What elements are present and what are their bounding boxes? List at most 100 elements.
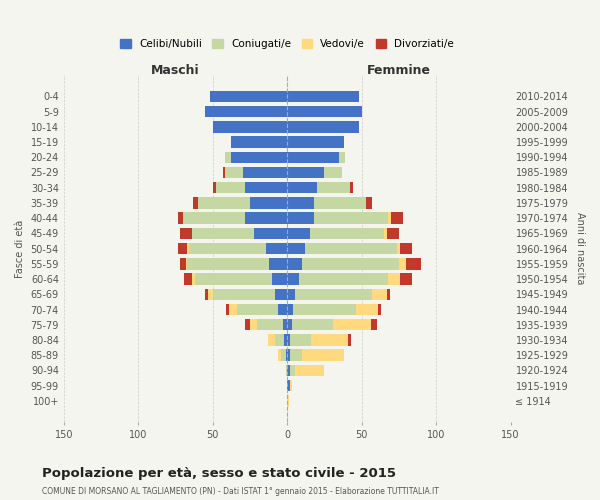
Bar — [186, 258, 187, 270]
Bar — [254, 228, 287, 239]
Bar — [224, 167, 242, 178]
Bar — [250, 197, 287, 208]
Bar — [290, 350, 302, 361]
Bar — [290, 334, 311, 345]
Bar — [250, 319, 257, 330]
Bar — [287, 319, 292, 330]
Bar — [399, 258, 406, 270]
Bar — [180, 258, 186, 270]
Bar — [229, 304, 236, 315]
Bar — [287, 364, 290, 376]
Bar — [281, 350, 286, 361]
Bar — [213, 121, 287, 132]
Bar — [283, 319, 287, 330]
Bar — [287, 182, 317, 194]
Bar — [397, 243, 400, 254]
Bar — [287, 274, 299, 285]
Bar — [287, 121, 359, 132]
Bar — [287, 212, 314, 224]
Text: Femmine: Femmine — [367, 64, 431, 76]
Bar — [245, 212, 287, 224]
Bar — [350, 182, 353, 194]
Bar — [287, 350, 290, 361]
Bar — [183, 212, 245, 224]
Bar — [198, 197, 250, 208]
Bar — [287, 167, 325, 178]
Bar — [287, 106, 362, 118]
Y-axis label: Fasce di età: Fasce di età — [15, 220, 25, 278]
Bar — [195, 274, 272, 285]
Bar — [192, 274, 195, 285]
Bar — [292, 319, 334, 330]
Bar — [287, 258, 302, 270]
Legend: Celibi/Nubili, Coniugati/e, Vedovi/e, Divorziati/e: Celibi/Nubili, Coniugati/e, Vedovi/e, Di… — [116, 35, 458, 54]
Bar — [275, 334, 284, 345]
Bar — [287, 243, 305, 254]
Bar — [189, 243, 266, 254]
Bar — [205, 106, 287, 118]
Bar — [242, 167, 287, 178]
Bar — [192, 228, 254, 239]
Bar — [290, 364, 295, 376]
Bar — [290, 380, 292, 392]
Text: COMUNE DI MORSANO AL TAGLIAMENTO (PN) - Dati ISTAT 1° gennaio 2015 - Elaborazion: COMUNE DI MORSANO AL TAGLIAMENTO (PN) - … — [42, 488, 439, 496]
Bar — [287, 395, 289, 406]
Bar — [224, 152, 230, 163]
Bar — [278, 304, 287, 315]
Bar — [302, 350, 344, 361]
Bar — [208, 288, 213, 300]
Bar — [400, 274, 412, 285]
Bar — [334, 319, 371, 330]
Bar — [187, 258, 269, 270]
Bar — [268, 334, 275, 345]
Y-axis label: Anni di nascita: Anni di nascita — [575, 212, 585, 285]
Bar — [325, 167, 343, 178]
Bar — [245, 182, 287, 194]
Bar — [180, 228, 192, 239]
Bar — [302, 258, 399, 270]
Bar — [314, 197, 366, 208]
Bar — [275, 288, 287, 300]
Bar — [286, 350, 287, 361]
Bar — [348, 334, 351, 345]
Bar — [269, 258, 287, 270]
Bar — [287, 152, 340, 163]
Bar — [299, 274, 388, 285]
Bar — [287, 90, 359, 102]
Bar — [272, 274, 287, 285]
Bar — [340, 152, 345, 163]
Bar — [366, 197, 372, 208]
Bar — [286, 364, 287, 376]
Bar — [284, 334, 287, 345]
Bar — [371, 319, 377, 330]
Bar — [266, 243, 287, 254]
Bar — [388, 274, 400, 285]
Bar — [205, 288, 208, 300]
Bar — [314, 212, 388, 224]
Bar — [178, 212, 183, 224]
Bar — [310, 228, 384, 239]
Bar — [193, 197, 198, 208]
Bar — [295, 364, 325, 376]
Bar — [388, 212, 391, 224]
Bar — [387, 288, 390, 300]
Bar — [278, 350, 281, 361]
Bar — [287, 228, 310, 239]
Bar — [356, 304, 378, 315]
Bar — [378, 304, 381, 315]
Bar — [245, 319, 250, 330]
Bar — [287, 197, 314, 208]
Bar — [287, 380, 290, 392]
Bar — [178, 243, 187, 254]
Bar — [236, 304, 278, 315]
Bar — [287, 288, 295, 300]
Bar — [213, 288, 275, 300]
Bar — [184, 274, 192, 285]
Bar — [400, 243, 412, 254]
Bar — [317, 182, 350, 194]
Bar — [230, 136, 287, 147]
Bar — [210, 90, 287, 102]
Bar — [293, 304, 356, 315]
Bar — [213, 182, 216, 194]
Bar — [372, 288, 387, 300]
